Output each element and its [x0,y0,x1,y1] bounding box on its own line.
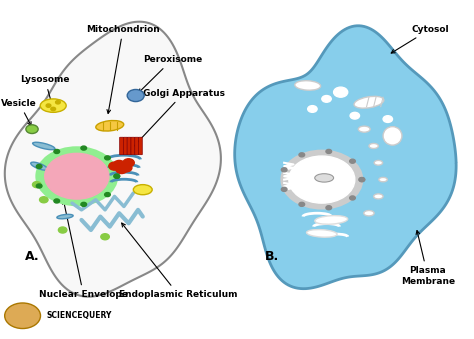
Text: Cytosol: Cytosol [391,25,449,53]
Ellipse shape [31,162,47,170]
FancyBboxPatch shape [131,137,135,155]
Circle shape [282,187,287,192]
Circle shape [114,174,119,178]
Circle shape [33,182,41,188]
FancyBboxPatch shape [123,137,127,155]
Ellipse shape [374,194,383,199]
Circle shape [114,174,119,178]
Circle shape [350,196,356,200]
Circle shape [36,164,42,168]
Ellipse shape [133,185,152,195]
Text: Golgi Apparatus: Golgi Apparatus [129,88,225,152]
Ellipse shape [358,126,370,132]
Circle shape [350,159,356,163]
Circle shape [359,178,365,182]
Circle shape [39,197,48,203]
Circle shape [326,149,332,154]
Circle shape [299,202,305,206]
Ellipse shape [315,216,348,224]
Text: Endoplasmic Reticulum: Endoplasmic Reticulum [119,223,237,299]
Circle shape [114,160,125,168]
Circle shape [46,104,51,107]
Circle shape [120,164,132,172]
Ellipse shape [315,174,334,182]
Ellipse shape [57,214,73,219]
Circle shape [123,159,134,167]
Circle shape [58,227,67,233]
Text: Nuclear Envelope: Nuclear Envelope [39,200,128,299]
Ellipse shape [295,81,320,90]
Polygon shape [5,22,221,297]
Circle shape [26,125,38,134]
Circle shape [101,234,109,240]
Circle shape [81,202,87,206]
Text: Peroxisome: Peroxisome [138,55,202,93]
Circle shape [51,107,55,111]
Circle shape [36,184,42,188]
Ellipse shape [33,142,55,150]
Circle shape [5,303,40,328]
Circle shape [36,148,117,205]
Circle shape [334,87,348,97]
Circle shape [308,106,317,112]
Circle shape [282,151,362,208]
FancyBboxPatch shape [127,137,131,155]
Circle shape [359,178,365,182]
Polygon shape [235,26,456,289]
Text: A.: A. [25,251,39,263]
Circle shape [105,193,110,197]
Circle shape [81,146,87,150]
Ellipse shape [379,177,387,182]
Ellipse shape [96,121,124,131]
FancyBboxPatch shape [135,137,138,155]
Circle shape [109,162,120,170]
Ellipse shape [364,211,374,216]
FancyBboxPatch shape [138,137,142,155]
Ellipse shape [374,160,383,165]
Circle shape [45,153,109,199]
Circle shape [116,165,127,174]
Circle shape [55,101,60,104]
Text: SCIENCEQUERY: SCIENCEQUERY [46,311,111,320]
Circle shape [299,153,305,157]
Text: Lysosome: Lysosome [20,75,70,105]
Circle shape [54,149,60,154]
Ellipse shape [369,143,378,148]
Text: Plasma
Membrane: Plasma Membrane [401,231,455,286]
Ellipse shape [383,127,402,145]
Circle shape [127,89,144,102]
Circle shape [350,112,359,119]
Text: Mitochondrion: Mitochondrion [86,25,160,114]
FancyBboxPatch shape [119,137,123,155]
Circle shape [383,116,392,122]
Circle shape [289,156,355,203]
Ellipse shape [40,99,66,112]
Circle shape [326,206,332,210]
Circle shape [54,199,60,203]
Ellipse shape [307,230,337,237]
Ellipse shape [354,96,384,108]
Text: B.: B. [265,251,280,263]
Circle shape [282,168,287,172]
Text: Vesicle: Vesicle [1,99,37,125]
Circle shape [105,156,110,160]
Circle shape [322,96,331,102]
